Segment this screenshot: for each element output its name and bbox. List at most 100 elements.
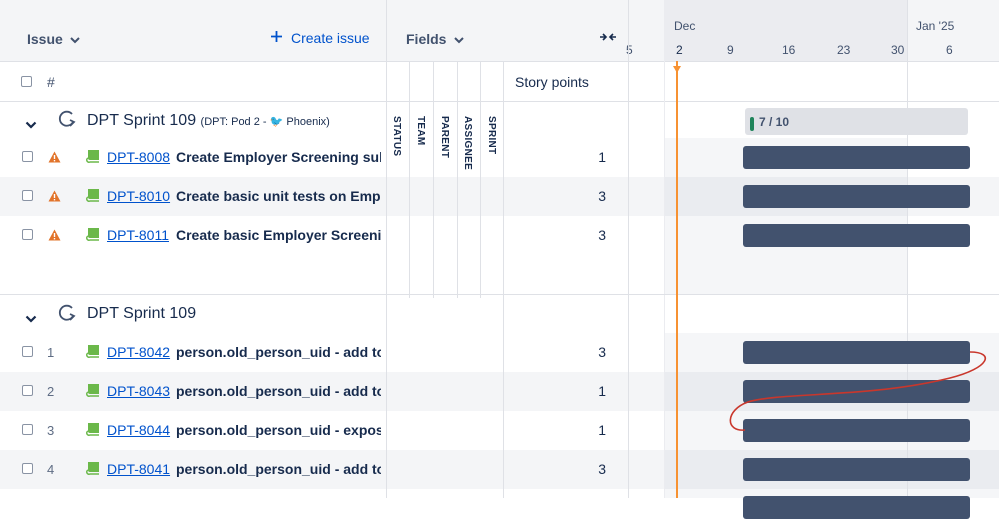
issue-key-link[interactable]: DPT-8044 bbox=[107, 422, 171, 438]
rank-number: 1 bbox=[47, 345, 55, 360]
day-tick: 2 bbox=[676, 43, 683, 57]
divider bbox=[628, 0, 629, 498]
story-points-value[interactable]: 1 bbox=[598, 149, 606, 165]
issue-key-link[interactable]: DPT-8042 bbox=[107, 344, 171, 360]
story-icon bbox=[86, 149, 101, 166]
rank-number: 2 bbox=[47, 384, 55, 399]
schedule-bar[interactable] bbox=[743, 341, 970, 364]
schedule-bar[interactable] bbox=[743, 458, 970, 481]
divider bbox=[0, 294, 999, 295]
chevron-down-icon bbox=[454, 31, 465, 47]
row-checkbox[interactable] bbox=[22, 151, 33, 162]
issue-summary[interactable]: person.old_person_uid - add to... bbox=[176, 344, 381, 360]
issue-sort-dropdown[interactable]: Issue bbox=[27, 31, 80, 47]
gridline bbox=[907, 0, 908, 498]
day-tick: 23 bbox=[837, 43, 851, 57]
schedule-bar[interactable] bbox=[743, 224, 970, 247]
progress-indicator bbox=[750, 117, 754, 131]
warning-icon bbox=[48, 150, 61, 166]
create-issue-button[interactable]: Create issue bbox=[270, 30, 370, 46]
issue-summary[interactable]: person.old_person_uid - add to... bbox=[176, 383, 381, 399]
fields-dropdown[interactable]: Fields bbox=[406, 31, 465, 47]
group-title: DPT Sprint 109 bbox=[87, 112, 197, 129]
issue-key-link[interactable]: DPT-8041 bbox=[107, 461, 171, 477]
sprint-icon bbox=[57, 303, 77, 326]
rank-number: 3 bbox=[47, 423, 55, 438]
chevron-down-icon[interactable] bbox=[25, 310, 37, 326]
divider bbox=[0, 61, 999, 62]
current-month-header bbox=[664, 0, 907, 61]
row-checkbox[interactable] bbox=[22, 190, 33, 201]
issue-summary[interactable]: Create Employer Screening sub bbox=[176, 149, 381, 165]
month-label: Dec bbox=[674, 19, 696, 33]
create-issue-label: Create issue bbox=[291, 30, 370, 46]
story-points-value[interactable]: 1 bbox=[598, 383, 606, 399]
select-all-checkbox[interactable] bbox=[21, 76, 32, 87]
issue-summary[interactable]: person.old_person_uid - expos... bbox=[176, 422, 381, 438]
issue-summary[interactable]: Create basic unit tests on Empl bbox=[176, 188, 381, 204]
divider bbox=[457, 61, 458, 298]
day-tick: 6 bbox=[946, 43, 953, 57]
field-column-parent: PARENT bbox=[439, 116, 450, 159]
group-header[interactable]: DPT Sprint 109 bbox=[0, 295, 386, 333]
story-icon bbox=[86, 227, 101, 244]
gridline bbox=[664, 0, 665, 498]
group-header[interactable]: DPT Sprint 109 (DPT: Pod 2 - 🐦 Phoenix) bbox=[0, 102, 386, 140]
story-points-value[interactable]: 3 bbox=[598, 461, 606, 477]
divider bbox=[480, 61, 481, 298]
story-icon bbox=[86, 383, 101, 400]
month-label: Jan '25 bbox=[916, 19, 955, 33]
issue-key-link[interactable]: DPT-8010 bbox=[107, 188, 171, 204]
chevron-down-icon[interactable] bbox=[25, 116, 37, 132]
schedule-bar[interactable] bbox=[743, 496, 970, 519]
plus-icon bbox=[270, 30, 283, 46]
issue-key-link[interactable]: DPT-8011 bbox=[107, 227, 169, 243]
divider bbox=[0, 101, 999, 102]
today-marker-icon bbox=[673, 61, 681, 77]
row-checkbox[interactable] bbox=[22, 424, 33, 435]
issue-key-link[interactable]: DPT-8043 bbox=[107, 383, 171, 399]
issue-summary[interactable]: Create basic Employer Screeni... bbox=[176, 227, 381, 243]
story-points-value[interactable]: 3 bbox=[598, 227, 606, 243]
schedule-bar[interactable] bbox=[743, 419, 970, 442]
story-points-header[interactable]: Story points bbox=[515, 74, 589, 90]
story-points-value[interactable]: 3 bbox=[598, 188, 606, 204]
sprint-progress-bar[interactable]: 7 / 10 bbox=[745, 108, 968, 135]
story-points-value[interactable]: 1 bbox=[598, 422, 606, 438]
story-icon bbox=[86, 422, 101, 439]
story-icon bbox=[86, 461, 101, 478]
group-subtitle: (DPT: Pod 2 - bbox=[200, 116, 270, 128]
schedule-bar[interactable] bbox=[743, 146, 970, 169]
issue-label: Issue bbox=[27, 31, 63, 47]
divider bbox=[409, 61, 410, 298]
dependency-line[interactable] bbox=[720, 340, 999, 440]
divider bbox=[386, 0, 387, 498]
schedule-bar[interactable] bbox=[743, 185, 970, 208]
divider bbox=[503, 61, 504, 498]
field-column-assignee: ASSIGNEE bbox=[462, 116, 473, 171]
row-checkbox[interactable] bbox=[22, 346, 33, 357]
progress-label: 7 / 10 bbox=[759, 115, 790, 129]
day-tick: 5 bbox=[626, 43, 633, 57]
chevron-down-icon bbox=[70, 31, 80, 47]
team-name: Phoenix) bbox=[286, 116, 330, 128]
row-checkbox[interactable] bbox=[22, 385, 33, 396]
group-title: DPT Sprint 109 bbox=[87, 305, 197, 322]
rank-number: 4 bbox=[47, 462, 55, 477]
story-icon bbox=[86, 188, 101, 205]
issue-key-link[interactable]: DPT-8008 bbox=[107, 149, 171, 165]
fields-label: Fields bbox=[406, 31, 447, 47]
field-column-team: TEAM bbox=[415, 116, 426, 146]
today-line bbox=[676, 61, 678, 498]
warning-icon bbox=[48, 189, 61, 205]
field-column-status: STATUS bbox=[391, 116, 402, 157]
collapse-arrows-icon[interactable] bbox=[599, 30, 617, 46]
row-checkbox[interactable] bbox=[22, 463, 33, 474]
day-tick: 16 bbox=[782, 43, 796, 57]
story-icon bbox=[86, 344, 101, 361]
field-column-sprint: SPRINT bbox=[486, 116, 497, 155]
row-checkbox[interactable] bbox=[22, 229, 33, 240]
story-points-value[interactable]: 3 bbox=[598, 344, 606, 360]
sprint-icon bbox=[57, 109, 77, 132]
issue-summary[interactable]: person.old_person_uid - add to... bbox=[176, 461, 381, 477]
